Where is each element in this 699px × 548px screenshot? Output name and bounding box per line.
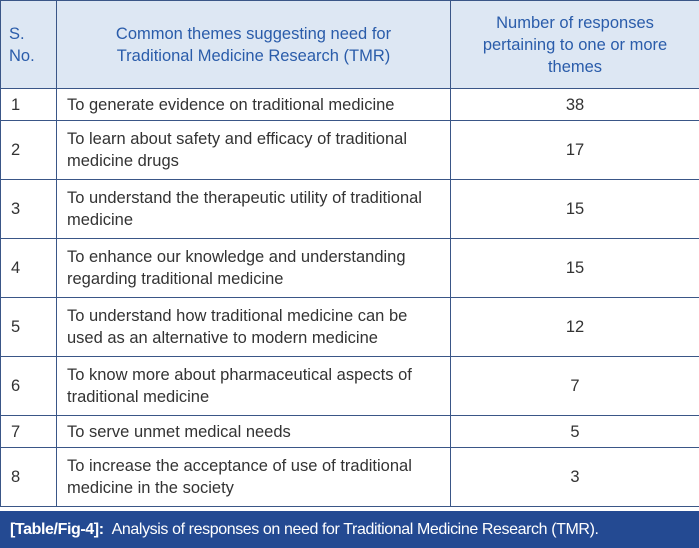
header-row: S. No. Common themes suggesting need for… — [0, 0, 699, 89]
row-number: 8 — [0, 447, 57, 507]
row-count: 7 — [450, 356, 699, 416]
header-sno: S. No. — [0, 0, 57, 89]
header-theme: Common themes suggesting need for Tradit… — [56, 0, 451, 89]
table-row: 6 To know more about pharmaceutical aspec… — [0, 356, 699, 416]
row-count: 15 — [450, 238, 699, 298]
table-row: 5 To understand how traditional medicine … — [0, 297, 699, 357]
row-number: 5 — [0, 297, 57, 357]
table-row: 3 To understand the therapeutic utility o… — [0, 179, 699, 239]
row-count: 3 — [450, 447, 699, 507]
responses-table: S. No. Common themes suggesting need for… — [0, 0, 699, 507]
row-count: 15 — [450, 179, 699, 239]
row-theme: To generate evidence on traditional medi… — [56, 88, 451, 121]
row-number: 2 — [0, 120, 57, 180]
table-caption: [Table/Fig-4]: Analysis of responses on n… — [0, 511, 699, 548]
row-number: 7 — [0, 415, 57, 448]
row-number: 4 — [0, 238, 57, 298]
row-count: 38 — [450, 88, 699, 121]
row-count: 12 — [450, 297, 699, 357]
table-row: 4 To enhance our knowledge and understand… — [0, 238, 699, 298]
table-row: 1 To generate evidence on traditional med… — [0, 88, 699, 121]
table-row: 7 To serve unmet medical needs 5 — [0, 415, 699, 448]
row-theme: To enhance our knowledge and understandi… — [56, 238, 451, 298]
row-theme: To increase the acceptance of use of tra… — [56, 447, 451, 507]
row-count: 5 — [450, 415, 699, 448]
table-row: 2 To learn about safety and efficacy of t… — [0, 120, 699, 180]
header-count: Number of responses pertaining to one or… — [450, 0, 699, 89]
row-number: 6 — [0, 356, 57, 416]
row-number: 3 — [0, 179, 57, 239]
row-theme: To know more about pharmaceutical aspect… — [56, 356, 451, 416]
table-row: 8 To increase the acceptance of use of tr… — [0, 447, 699, 507]
caption-label: [Table/Fig-4]: — [10, 521, 104, 538]
row-theme: To understand the therapeutic utility of… — [56, 179, 451, 239]
row-theme: To learn about safety and efficacy of tr… — [56, 120, 451, 180]
row-theme: To understand how traditional medicine c… — [56, 297, 451, 357]
row-theme: To serve unmet medical needs — [56, 415, 451, 448]
row-count: 17 — [450, 120, 699, 180]
row-number: 1 — [0, 88, 57, 121]
caption-text: Analysis of responses on need for Tradit… — [111, 521, 599, 538]
